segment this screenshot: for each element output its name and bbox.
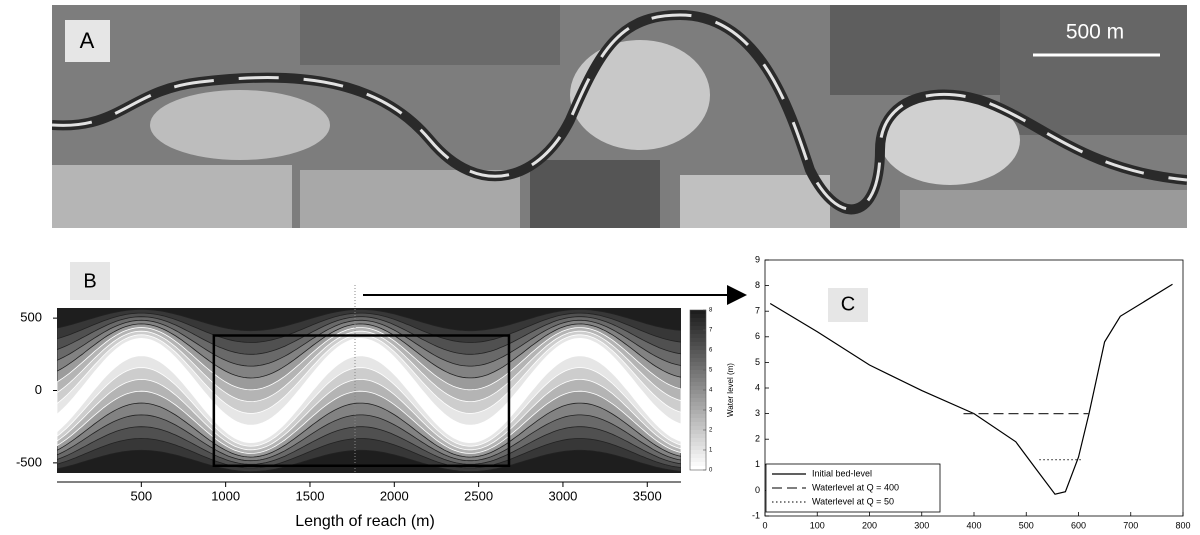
colorbar-tick-label: 8	[709, 308, 713, 314]
x-tick-label: 200	[862, 520, 877, 530]
colorbar-cell	[690, 398, 706, 403]
colorbar-cell	[690, 390, 706, 395]
panel-label: C	[841, 293, 855, 315]
y-tick-label: 8	[755, 280, 760, 290]
colorbar-cell	[690, 430, 706, 435]
y-tick-label: 2	[755, 434, 760, 444]
colorbar-cell	[690, 354, 706, 359]
colorbar-cell	[690, 426, 706, 431]
y-tick-label: 6	[755, 331, 760, 341]
panel-label: B	[83, 270, 96, 292]
colorbar-cell	[690, 466, 706, 471]
x-tick-label: 300	[914, 520, 929, 530]
y-tick-label: 0	[755, 485, 760, 495]
colorbar-label: Water level (m)	[726, 363, 735, 417]
colorbar-cell	[690, 446, 706, 451]
x-tick-label: 100	[810, 520, 825, 530]
y-tick-label: 7	[755, 306, 760, 316]
y-tick-label: 0	[35, 382, 42, 397]
colorbar-tick-label: 4	[709, 388, 713, 394]
colorbar-tick-label: 3	[709, 408, 713, 414]
colorbar-cell	[690, 414, 706, 419]
legend-label: Waterlevel at Q = 50	[812, 496, 894, 506]
colorbar-cell	[690, 382, 706, 387]
colorbar-cell	[690, 378, 706, 383]
colorbar-cell	[690, 330, 706, 335]
colorbar-cell	[690, 454, 706, 459]
colorbar-cell	[690, 370, 706, 375]
y-tick-label: 9	[755, 254, 760, 264]
x-tick-label: 500	[1019, 520, 1034, 530]
aerial-photo	[52, 5, 1187, 228]
scale-bar-label: 500 m	[1066, 21, 1124, 44]
panel-label-box	[65, 20, 110, 62]
colorbar-cell	[690, 394, 706, 399]
colorbar-cell	[690, 314, 706, 319]
colorbar-cell	[690, 326, 706, 331]
highlight-box	[212, 334, 511, 468]
legend-label: Waterlevel at Q = 400	[812, 482, 899, 492]
colorbar-tick-label: 6	[709, 348, 713, 354]
colorbar-tick-label: 5	[709, 368, 713, 374]
colorbar-tick-label: 0	[709, 468, 713, 474]
panel-label: A	[80, 28, 95, 53]
colorbar-tick-label: 2	[709, 428, 713, 434]
colorbar-cell	[690, 334, 706, 339]
x-tick-label: 2000	[380, 488, 409, 503]
y-tick-label: -1	[752, 510, 760, 520]
colorbar-cell	[690, 450, 706, 455]
colorbar-cell	[690, 322, 706, 327]
colorbar-cell	[690, 362, 706, 367]
colorbar-cell	[690, 402, 706, 407]
x-tick-label: 3500	[633, 488, 662, 503]
colorbar-cell	[690, 442, 706, 447]
colorbar-cell	[690, 434, 706, 439]
panel-label-box	[70, 262, 110, 300]
colorbar-cell	[690, 350, 706, 355]
x-axis-label: Length of reach (m)	[295, 513, 435, 530]
x-tick-label: 3000	[548, 488, 577, 503]
panel-label-box	[828, 288, 868, 322]
x-tick-label: 2500	[464, 488, 493, 503]
y-tick-label: -500	[16, 454, 42, 469]
colorbar-cell	[690, 310, 706, 315]
colorbar-cell	[690, 438, 706, 443]
colorbar-cell	[690, 374, 706, 379]
colorbar-cell	[690, 366, 706, 371]
x-tick-label: 1500	[296, 488, 325, 503]
x-tick-label: 800	[1175, 520, 1190, 530]
colorbar-cell	[690, 338, 706, 343]
colorbar-tick-label: 7	[709, 328, 713, 334]
colorbar-cell	[690, 342, 706, 347]
colorbar-cell	[690, 346, 706, 351]
contour-plot	[57, 308, 681, 473]
colorbar-cell	[690, 418, 706, 423]
colorbar-tick-label: 1	[709, 448, 713, 454]
x-tick-label: 0	[762, 520, 767, 530]
colorbar-cell	[690, 318, 706, 323]
y-tick-label: 5	[755, 357, 760, 367]
y-tick-label: 4	[755, 382, 760, 392]
colorbar-cell	[690, 458, 706, 463]
colorbar-cell	[690, 358, 706, 363]
colorbar-cell	[690, 410, 706, 415]
x-tick-label: 400	[966, 520, 981, 530]
x-tick-label: 500	[130, 488, 152, 503]
x-tick-label: 600	[1071, 520, 1086, 530]
x-tick-label: 700	[1123, 520, 1138, 530]
y-tick-label: 3	[755, 408, 760, 418]
data-line	[769, 283, 1173, 495]
y-tick-label: 1	[755, 459, 760, 469]
colorbar-cell	[690, 406, 706, 411]
y-tick-label: 500	[20, 310, 42, 325]
colorbar-cell	[690, 422, 706, 427]
colorbar-cell	[690, 462, 706, 467]
colorbar-cell	[690, 386, 706, 391]
x-tick-label: 1000	[211, 488, 240, 503]
legend-label: Initial bed-level	[812, 468, 872, 478]
